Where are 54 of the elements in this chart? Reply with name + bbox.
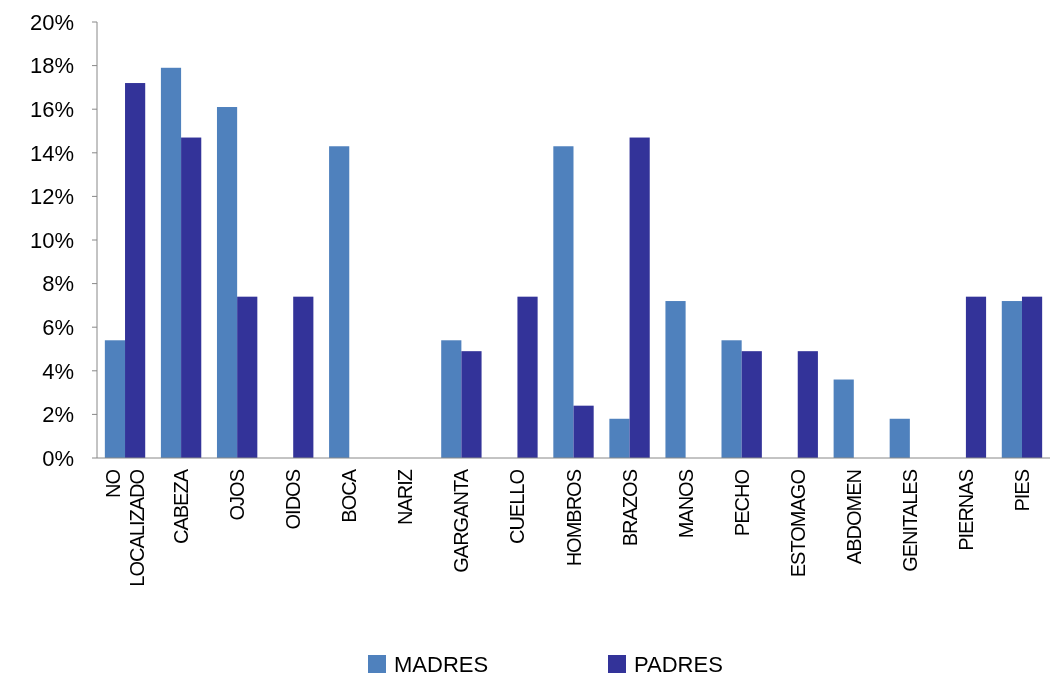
x-tick-label: CABEZA [170, 468, 193, 545]
bar [329, 146, 350, 458]
bar [1021, 296, 1043, 458]
bar [609, 418, 630, 458]
y-tick-label: 12% [29, 184, 74, 210]
x-tick-label: GENITALES [898, 469, 921, 572]
y-tick-label: 4% [42, 358, 74, 384]
x-tick-label: OIDOS [282, 469, 305, 530]
bar [293, 296, 314, 458]
y-tick-label: 20% [29, 9, 74, 35]
bar [237, 296, 258, 458]
y-tick-label: 18% [29, 53, 74, 79]
x-tick-label: HOMBROS [562, 469, 585, 567]
bar [797, 351, 818, 458]
x-tick-label: OJOS [226, 469, 249, 521]
x-tick-label: ABDOMEN [842, 470, 865, 565]
x-tick-label: GARGANTA [450, 468, 473, 573]
bar [461, 351, 482, 458]
y-tick-label: 6% [42, 314, 74, 340]
x-tick-label: ESTOMAGO [786, 469, 809, 578]
x-tick-label: PIERNAS [954, 469, 977, 551]
bar [833, 379, 854, 458]
y-tick-label: 14% [29, 140, 74, 166]
bar [517, 296, 538, 458]
y-tick-label: 10% [29, 227, 74, 253]
bar [553, 146, 574, 458]
bar [181, 137, 202, 458]
x-tick-label: PECHO [730, 469, 753, 537]
bar [629, 137, 650, 458]
x-tick-label: CUELLO [506, 469, 529, 545]
bar [1001, 301, 1022, 458]
y-tick-label: 16% [29, 96, 74, 122]
y-tick-label: 8% [42, 271, 74, 297]
x-tick-label: MANOS [674, 469, 697, 539]
bar [160, 67, 182, 458]
bar [216, 107, 238, 458]
bar [741, 351, 762, 458]
x-tick-label: PIES [1010, 469, 1033, 512]
x-tick-label: BRAZOS [618, 469, 641, 547]
bar [104, 340, 126, 458]
legend-label: PADRES [634, 652, 723, 677]
bar [573, 405, 594, 458]
x-tick-label: BOCA [338, 468, 361, 523]
bar [441, 340, 462, 458]
bar [889, 418, 910, 458]
legend-label: MADRES [394, 652, 489, 677]
bar [665, 301, 686, 458]
bar [965, 296, 987, 458]
bar [721, 340, 742, 458]
y-tick-label: 2% [42, 402, 74, 428]
bar [125, 83, 146, 458]
x-tick-label: NARIZ [394, 469, 417, 525]
y-tick-label: 0% [42, 445, 74, 471]
x-tick-label: NO LOCALIZADO [102, 469, 149, 587]
